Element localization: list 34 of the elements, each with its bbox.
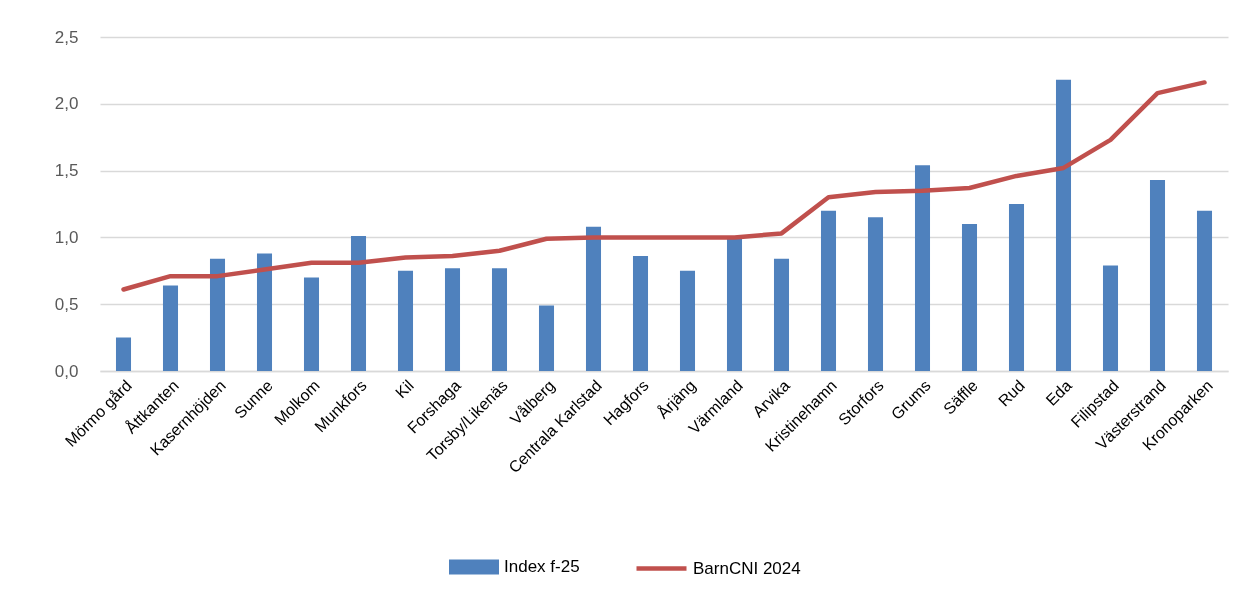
bar [1008, 204, 1025, 371]
bar [115, 337, 132, 371]
bar [1196, 210, 1213, 371]
bar [867, 217, 884, 371]
legend-label: BarnCNI 2024 [693, 558, 801, 578]
y-tick-label: 2,5 [54, 27, 79, 47]
bar [585, 226, 602, 371]
bar [632, 256, 649, 371]
bar [538, 305, 555, 371]
bar [914, 165, 931, 371]
bar [444, 268, 461, 371]
y-tick-label: 2,0 [54, 94, 79, 114]
bar [679, 270, 696, 371]
bar [303, 277, 320, 371]
bar [350, 236, 367, 371]
bar [961, 224, 978, 371]
bar [491, 268, 508, 371]
bar [162, 285, 179, 371]
line-series [121, 80, 1207, 292]
bar [726, 238, 743, 371]
x-tick-label: Eda [1042, 376, 1075, 409]
bar [1055, 79, 1072, 371]
bar [773, 258, 790, 371]
bar [820, 210, 837, 371]
bar [209, 258, 226, 371]
y-tick-label: 1,0 [54, 227, 79, 247]
bar [1102, 265, 1119, 371]
bar [256, 253, 273, 371]
bar [397, 270, 414, 371]
bar [1149, 179, 1166, 371]
y-tick-label: 0,5 [54, 294, 79, 314]
legend-label: Index f-25 [504, 557, 580, 576]
y-tick-label: 0,0 [54, 361, 79, 381]
y-tick-label: 1,5 [54, 161, 79, 181]
